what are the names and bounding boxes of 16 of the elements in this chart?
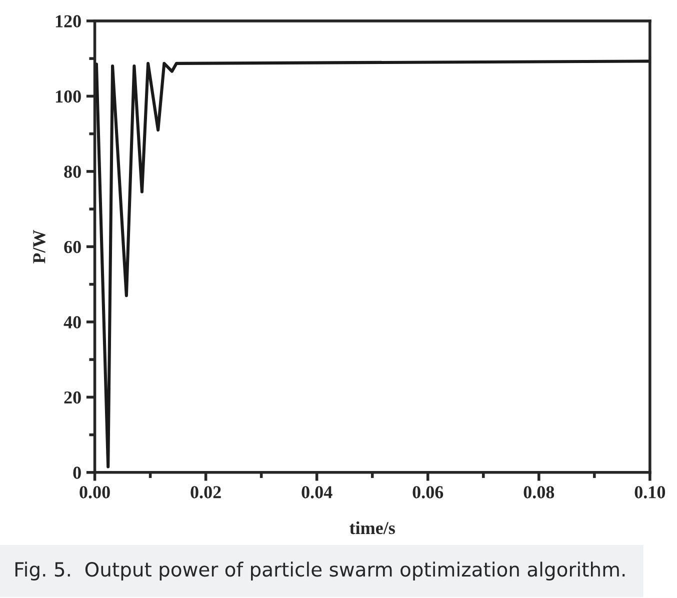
y-tick-label: 60	[64, 240, 81, 254]
x-axis-title: time/s	[350, 521, 395, 534]
y-axis-title: P/W	[33, 230, 46, 264]
y-tick-label: 20	[64, 391, 81, 404]
y-tick-label: 100	[56, 90, 81, 103]
y-tick-label: 120	[56, 15, 81, 28]
y-tick-label: 40	[64, 316, 81, 328]
x-tick-label: 0.04	[302, 486, 332, 498]
y-tick-label: 0	[73, 466, 81, 479]
x-tick-label: 0.10	[634, 486, 666, 498]
x-tick-label: 0.00	[80, 486, 110, 498]
y-tick-label: 80	[64, 166, 81, 178]
caption: Fig. 5. Output power of particle swarm optimization algorithm.	[15, 562, 625, 580]
x-tick-label: 0.08	[524, 486, 554, 498]
x-tick-label: 0.06	[412, 486, 444, 498]
x-tick-label: 0.02	[190, 486, 221, 498]
